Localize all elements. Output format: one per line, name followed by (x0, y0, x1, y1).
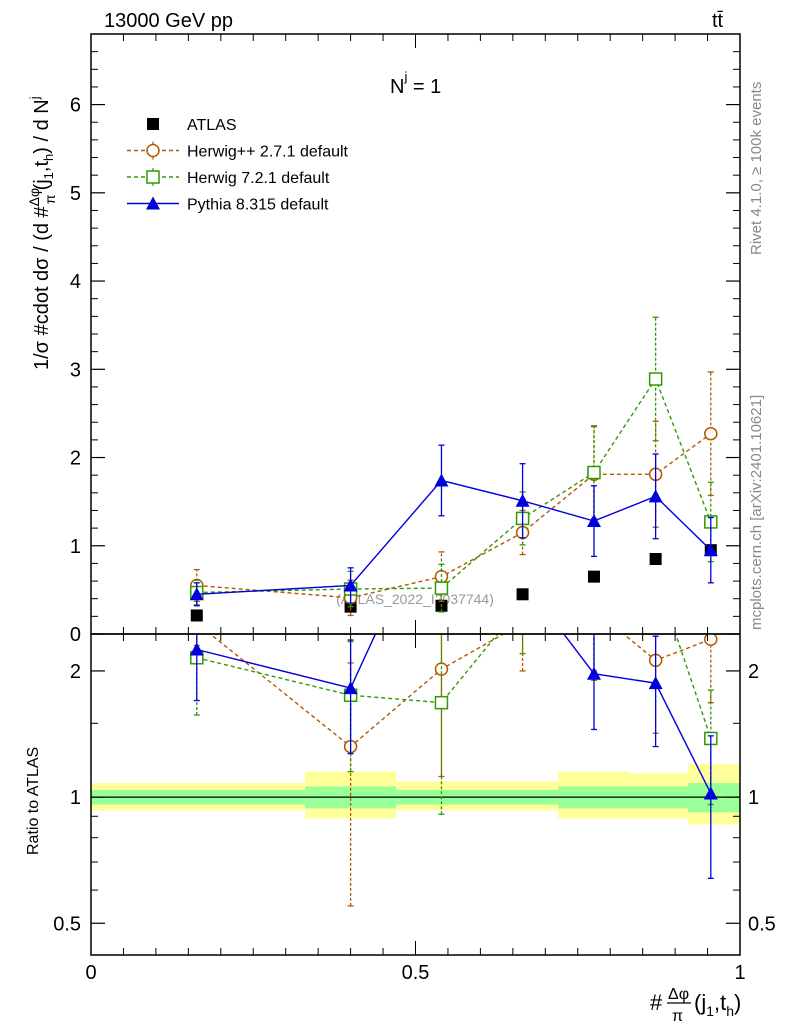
xlabel-sub2: h (726, 1003, 734, 1019)
ratio-herwig-7-2-1-default-point-2 (434, 695, 449, 710)
legend: ATLAS Herwig++ 2.7.1 default Herwig 7.2.1 … (127, 117, 349, 214)
ratio-herwig-2-7-1-default-line (209, 634, 712, 748)
watermark: (ATLAS_2022_I2037744) (336, 591, 494, 607)
main-atlas-point-0 (190, 609, 203, 622)
main-herwig-2-7-1-default-line (196, 433, 712, 599)
main-pythia-8-315-default-point-4 (586, 514, 601, 528)
ratio-xtick-label-0: 0 (85, 962, 96, 984)
legend-atlas-label: ATLAS (187, 117, 237, 134)
main-pythia-8-315-default-point-5 (648, 489, 663, 503)
rivet-label: Rivet 4.1.0, ≥ 100k events (748, 82, 765, 255)
ratio-data (189, 568, 718, 907)
ratio-pythia-8-315-default-point-0 (189, 642, 204, 656)
main-pythia-8-315-default-point-6 (703, 543, 718, 557)
ratio-ylabel: Ratio to ATLAS (25, 747, 42, 855)
ratio-ytick-label-right-0: 0.5 (748, 913, 776, 935)
main-ytick-label-3: 3 (70, 359, 81, 381)
ratio-ytick-label-1: 1 (70, 787, 81, 809)
legend-pythia-8-315-default-label: Pythia 8.315 default (187, 197, 329, 214)
ylabel-part-b: (j (31, 179, 53, 190)
ratio-xtick-label-1: 0.5 (402, 962, 430, 984)
main-herwig-7-2-1-default-line (196, 377, 712, 594)
panel-title-main: N (390, 76, 404, 98)
main-ytick-label-1: 1 (70, 536, 81, 558)
legend-herwig-7-2-1-default-marker (146, 170, 160, 184)
main-herwig-7-2-1-default-point-5 (648, 372, 663, 386)
ylabel-sub1: 1 (41, 172, 56, 179)
main-ytick-label-6: 6 (70, 95, 81, 117)
ratio-panel: 0.5 0.5 1 1 2 2 0 0.5 1 (53, 568, 776, 984)
main-ytick-label-5: 5 (70, 183, 81, 205)
legend-herwig-2-7-1-default-label: Herwig++ 2.7.1 default (187, 144, 349, 161)
main-herwig-7-2-1-default-point-2 (434, 581, 449, 595)
ylabel-frac-num: Δφ (26, 188, 42, 206)
legend-pythia-8-315-default-marker (146, 196, 160, 210)
ratio-ytick-label-right-1: 1 (748, 787, 759, 809)
svg-text:1/σ #cdot dσ / (d #Δφπ(j1,th): 1/σ #cdot dσ / (d #Δφπ (j1,th) / d Nj (26, 96, 58, 370)
main-atlas-point-3 (516, 588, 529, 601)
ratio-herwig-2-7-1-default-point-4 (588, 604, 600, 616)
main-pythia-8-315-default-point-0 (189, 587, 204, 601)
ylabel-sup: j (27, 96, 42, 100)
xlabel-tail: (j1,th) (694, 990, 741, 1019)
process-label: tt̄ (712, 10, 724, 32)
ylabel-part-a: 1/σ #cdot dσ / (d # (31, 205, 53, 370)
main-pythia-8-315-default-point-3 (515, 493, 530, 507)
ratio-xtick-label-2: 1 (734, 962, 745, 984)
main-ytick-label-4: 4 (70, 271, 81, 293)
main-data (189, 316, 718, 622)
ratio-herwig-2-7-1-default-point-6 (704, 634, 718, 647)
main-herwig-7-2-1-default-point-4 (587, 465, 601, 480)
mcplots-label: mcplots.cern.ch [arXiv:2401.10621] (748, 395, 765, 630)
ratio-pythia-8-315-default-point-1 (343, 681, 358, 695)
ratio-herwig-7-2-1-default-point-5 (650, 568, 662, 580)
main-atlas-point-4 (587, 570, 600, 583)
ratio-ytick-label-0: 0.5 (53, 913, 81, 935)
ratio-pythia-8-315-default-point-6 (703, 786, 718, 800)
xlabel-b: ,t (714, 990, 726, 1015)
panel-title-rest: = 1 (407, 76, 441, 98)
ratio-herwig-2-7-1-default-point-3 (517, 617, 529, 629)
main-pythia-8-315-default-point-2 (434, 473, 449, 487)
main-panel: 0 1 2 3 4 5 6 (70, 33, 741, 646)
panel-title: Nj = 1 (390, 69, 441, 98)
ratio-pythia-8-315-default-point-4 (586, 666, 601, 680)
xlabel: # Δφ π (j1,th) (650, 986, 741, 1024)
main-pythia-8-315-default-point-1 (343, 578, 358, 592)
xlabel-frac-num: Δφ (668, 986, 689, 1003)
xlabel-frac-den: π (672, 1008, 683, 1024)
panel-title-sup: j (403, 69, 407, 84)
ratio-ytick-label-2: 2 (70, 661, 81, 683)
main-herwig-2-7-1-default-point-6 (704, 426, 718, 441)
ylabel-sub2: h (41, 154, 56, 161)
main-ylabel: 1/σ #cdot dσ / (d #Δφπ (j1,th) / d Nj (26, 96, 58, 370)
legend-herwig-7-2-1-default-label: Herwig 7.2.1 default (187, 170, 330, 187)
ylabel-part-d: ) / d N (31, 99, 53, 153)
ylabel-frac-den: π (42, 194, 58, 204)
ratio-pythia-8-315-default-point-3 (516, 573, 530, 586)
ratio-pythia-8-315-default-point-5 (648, 676, 663, 690)
xlabel-hash: # (650, 990, 663, 1015)
xlabel-sub1: 1 (706, 1003, 714, 1019)
ylabel-part-c: ,t (31, 161, 53, 173)
legend-herwig-2-7-1-default-marker (146, 143, 160, 158)
xlabel-c: ) (734, 990, 741, 1015)
legend-atlas-marker (147, 118, 159, 130)
main-ytick-label-2: 2 (70, 448, 81, 470)
xlabel-a: (j (694, 990, 706, 1015)
ratio-ytick-label-right-2: 2 (748, 661, 759, 683)
main-ytick-label-0: 0 (70, 624, 81, 646)
main-atlas-point-5 (649, 553, 662, 565)
ratio-herwig-7-2-1-default-point-4 (588, 604, 600, 616)
energy-label: 13000 GeV pp (104, 10, 233, 32)
